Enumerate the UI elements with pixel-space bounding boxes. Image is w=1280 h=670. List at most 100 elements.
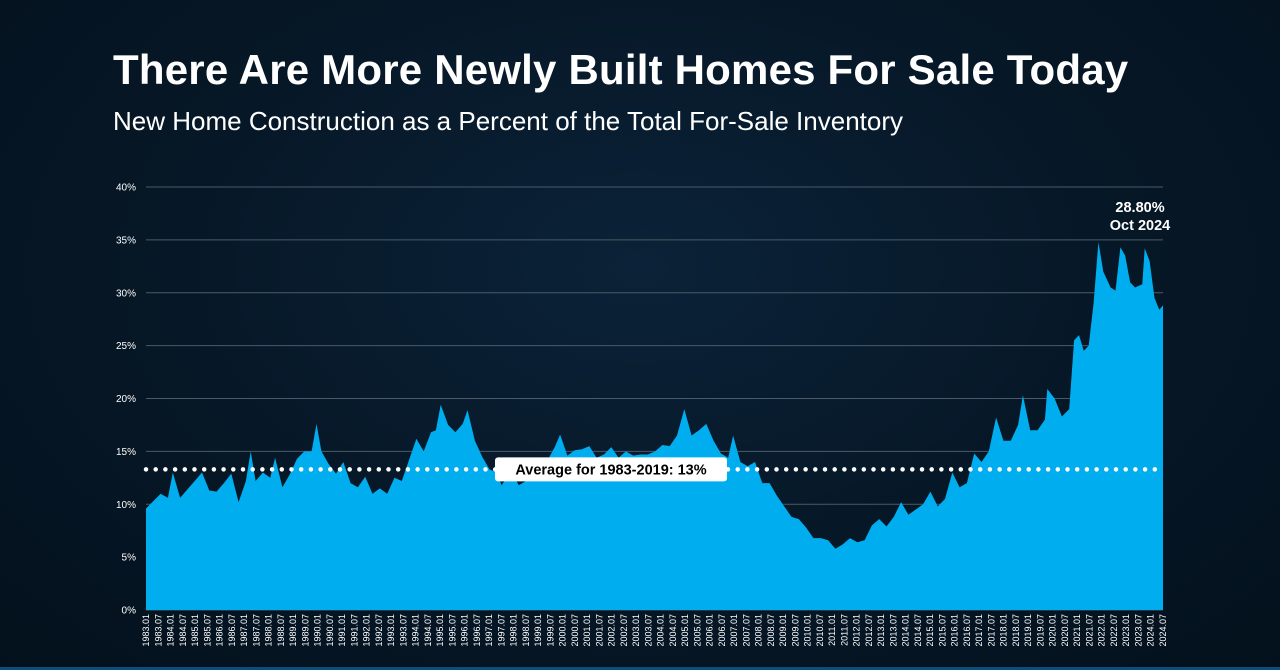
x-tick-label: 1990.01 <box>313 614 323 647</box>
x-tick-label: 2006.07 <box>717 614 727 647</box>
x-tick-label: 2022.01 <box>1097 614 1107 647</box>
area-series <box>146 242 1163 610</box>
y-tick-label: 25% <box>116 341 136 352</box>
x-tick-label: 2017.01 <box>974 614 984 647</box>
x-tick-label: 2016.07 <box>962 614 972 647</box>
x-tick-label: 1996.07 <box>472 614 482 647</box>
x-tick-label: 1993.07 <box>398 614 408 647</box>
x-tick-label: 2008.01 <box>754 614 764 647</box>
x-tick-label: 2018.01 <box>999 614 1009 647</box>
x-tick-label: 2006.01 <box>705 614 715 647</box>
x-tick-label: 2014.07 <box>913 614 923 647</box>
x-tick-label: 2013.01 <box>876 614 886 647</box>
x-tick-label: 1989.07 <box>300 614 310 647</box>
y-tick-label: 0% <box>122 606 137 617</box>
x-tick-label: 1997.01 <box>484 614 494 647</box>
x-tick-label: 2003.01 <box>631 614 641 647</box>
x-tick-label: 1984.01 <box>166 614 176 647</box>
x-tick-label: 2011.01 <box>827 614 837 646</box>
x-tick-label: 2000.01 <box>558 614 568 647</box>
x-tick-label: 2020.01 <box>1048 614 1058 647</box>
x-tick-label: 1991.07 <box>349 614 359 647</box>
x-tick-label: 1985.01 <box>190 614 200 647</box>
bottom-accent-bar <box>0 667 1280 670</box>
x-tick-label: 1994.01 <box>411 614 421 647</box>
x-tick-label: 2002.07 <box>619 614 629 647</box>
x-tick-label: 2007.07 <box>741 614 751 647</box>
annotation-label: 28.80% <box>1115 200 1164 216</box>
x-tick-label: 1983.01 <box>141 614 151 647</box>
y-tick-label: 15% <box>116 447 136 458</box>
x-tick-label: 1992.07 <box>374 614 384 647</box>
x-tick-label: 1999.01 <box>533 614 543 647</box>
x-tick-label: 2016.01 <box>950 614 960 647</box>
x-tick-label: 1987.01 <box>239 614 249 647</box>
x-tick-label: 2012.01 <box>852 614 862 647</box>
x-tick-label: 1992.01 <box>362 614 372 647</box>
x-tick-label: 2005.07 <box>692 614 702 647</box>
x-tick-label: 2013.07 <box>888 614 898 647</box>
x-tick-label: 1993.01 <box>386 614 396 647</box>
x-tick-label: 1996.01 <box>460 614 470 647</box>
x-tick-label: 2009.01 <box>778 614 788 647</box>
x-tick-label: 2021.07 <box>1085 614 1095 647</box>
x-tick-label: 2001.07 <box>594 614 604 647</box>
x-tick-label: 2004.07 <box>668 614 678 647</box>
y-tick-label: 35% <box>116 235 136 246</box>
x-tick-label: 1995.01 <box>435 614 445 647</box>
annotation-label: Oct 2024 <box>1110 218 1170 234</box>
x-tick-label: 2000.07 <box>570 614 580 647</box>
x-tick-label: 1984.07 <box>178 614 188 647</box>
x-tick-label: 2021.01 <box>1072 614 1082 647</box>
x-tick-label: 1994.07 <box>423 614 433 647</box>
x-tick-label: 2003.07 <box>643 614 653 647</box>
x-tick-label: 2019.01 <box>1023 614 1033 647</box>
x-tick-label: 2017.07 <box>987 614 997 647</box>
x-tick-label: 2004.01 <box>656 614 666 647</box>
x-tick-label: 1987.07 <box>251 614 261 647</box>
x-tick-label: 2009.07 <box>790 614 800 647</box>
x-tick-label: 2007.01 <box>729 614 739 647</box>
x-tick-label: 1997.07 <box>496 614 506 647</box>
x-tick-label: 2014.01 <box>901 614 911 647</box>
average-badge <box>495 457 727 482</box>
y-tick-label: 30% <box>116 288 136 299</box>
x-tick-label: 2015.07 <box>937 614 947 647</box>
x-tick-label: 1986.07 <box>227 614 237 647</box>
x-tick-label: 1995.07 <box>447 614 457 647</box>
x-tick-label: 1988.07 <box>276 614 286 647</box>
y-tick-label: 10% <box>116 500 136 511</box>
x-tick-label: 2010.01 <box>803 614 813 647</box>
x-tick-label: 1989.01 <box>288 614 298 647</box>
page-subtitle: New Home Construction as a Percent of th… <box>113 106 904 136</box>
x-tick-label: 2011.07 <box>839 614 849 646</box>
x-tick-label: 2024.01 <box>1146 614 1156 647</box>
y-tick-label: 5% <box>122 553 137 564</box>
x-tick-label: 2008.07 <box>766 614 776 647</box>
x-tick-label: 1990.07 <box>325 614 335 647</box>
y-tick-label: 20% <box>116 394 136 405</box>
x-tick-label: 1988.01 <box>264 614 274 647</box>
x-tick-label: 1985.07 <box>202 614 212 647</box>
x-tick-label: 2010.07 <box>815 614 825 647</box>
average-label: Average for 1983-2019: 13% <box>515 462 706 478</box>
x-tick-label: 2023.07 <box>1134 614 1144 647</box>
y-tick-label: 40% <box>116 183 136 194</box>
x-tick-label: 2022.07 <box>1109 614 1119 647</box>
x-tick-label: 2023.01 <box>1121 614 1131 647</box>
x-tick-label: 1986.01 <box>215 614 225 647</box>
x-tick-label: 1983.07 <box>153 614 163 647</box>
x-tick-label: 2012.07 <box>864 614 874 647</box>
x-tick-label: 2019.07 <box>1036 614 1046 647</box>
x-tick-label: 1998.01 <box>509 614 519 647</box>
x-tick-label: 2005.01 <box>680 614 690 647</box>
x-tick-label: 2020.07 <box>1060 614 1070 647</box>
page-title: There Are More Newly Built Homes For Sal… <box>113 46 1129 93</box>
x-tick-label: 2015.01 <box>925 614 935 647</box>
x-tick-label: 1999.07 <box>545 614 555 647</box>
x-tick-label: 2024.07 <box>1158 614 1168 647</box>
x-tick-label: 1991.01 <box>337 614 347 647</box>
x-tick-label: 2002.01 <box>607 614 617 647</box>
x-tick-label: 2001.01 <box>582 614 592 647</box>
